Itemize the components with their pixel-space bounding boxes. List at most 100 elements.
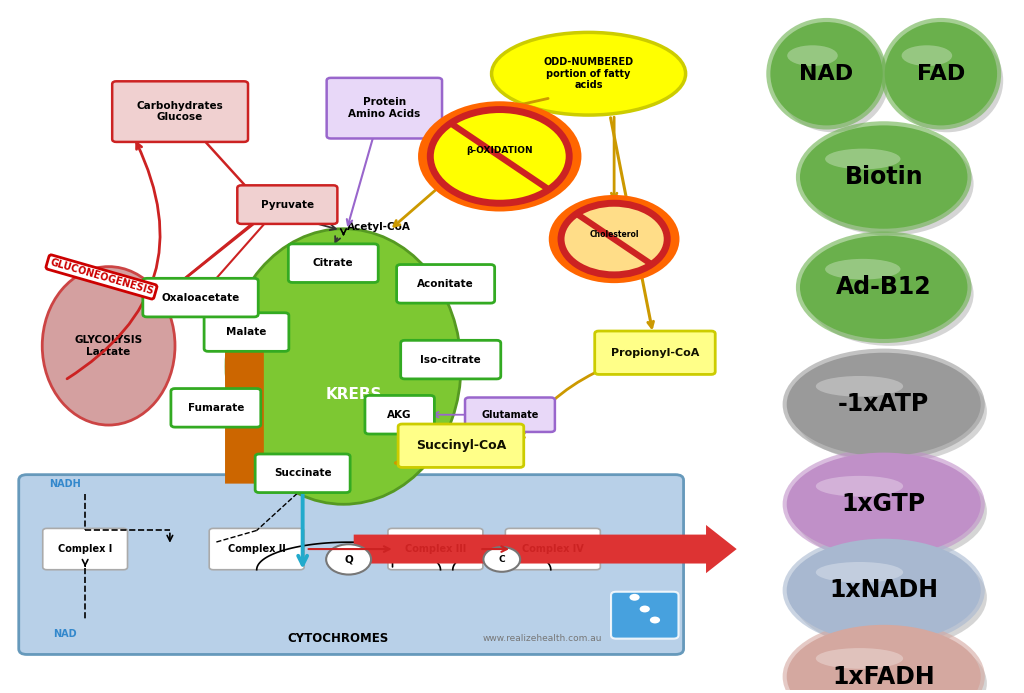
Text: NAD: NAD — [53, 629, 77, 639]
Circle shape — [561, 203, 668, 275]
FancyBboxPatch shape — [113, 81, 248, 142]
FancyBboxPatch shape — [611, 592, 679, 639]
FancyBboxPatch shape — [506, 528, 600, 570]
Ellipse shape — [793, 459, 987, 563]
Text: Oxaloacetate: Oxaloacetate — [162, 292, 240, 303]
Text: Succinyl-CoA: Succinyl-CoA — [416, 439, 506, 453]
Ellipse shape — [885, 22, 997, 125]
Text: Malate: Malate — [226, 327, 266, 337]
Ellipse shape — [800, 236, 968, 339]
Ellipse shape — [806, 132, 974, 236]
Ellipse shape — [816, 476, 903, 496]
Ellipse shape — [793, 632, 987, 693]
Text: Fumarate: Fumarate — [187, 403, 244, 413]
Text: Ad-B12: Ad-B12 — [836, 275, 932, 299]
Ellipse shape — [786, 538, 981, 642]
Text: Pyruvate: Pyruvate — [261, 200, 314, 209]
Ellipse shape — [782, 621, 985, 693]
Text: www.realizehealth.com.au: www.realizehealth.com.au — [483, 634, 602, 643]
FancyArrow shape — [213, 304, 276, 484]
Ellipse shape — [901, 45, 952, 66]
FancyBboxPatch shape — [255, 454, 350, 493]
Ellipse shape — [800, 125, 968, 229]
Ellipse shape — [782, 534, 985, 646]
FancyBboxPatch shape — [398, 424, 523, 467]
Circle shape — [430, 109, 569, 203]
Text: Biotin: Biotin — [845, 165, 923, 189]
Circle shape — [549, 195, 680, 283]
Text: NAD: NAD — [800, 64, 854, 84]
FancyBboxPatch shape — [238, 185, 337, 224]
Ellipse shape — [806, 243, 974, 346]
Text: Cholesterol: Cholesterol — [590, 230, 639, 239]
Text: Propionyl-CoA: Propionyl-CoA — [610, 348, 699, 358]
Ellipse shape — [766, 18, 887, 130]
Text: AKG: AKG — [387, 410, 412, 420]
Text: Citrate: Citrate — [313, 258, 353, 268]
Circle shape — [630, 594, 640, 601]
Ellipse shape — [816, 648, 903, 669]
FancyBboxPatch shape — [289, 244, 378, 283]
Ellipse shape — [825, 259, 900, 279]
Text: NADH: NADH — [49, 479, 81, 489]
Ellipse shape — [782, 349, 985, 460]
FancyBboxPatch shape — [18, 475, 684, 654]
Text: Carbohydrates
Glucose: Carbohydrates Glucose — [137, 100, 223, 123]
Text: Glutamate: Glutamate — [481, 410, 539, 420]
Ellipse shape — [816, 376, 903, 396]
Circle shape — [326, 544, 371, 574]
Ellipse shape — [796, 121, 972, 233]
Text: Iso-citrate: Iso-citrate — [420, 355, 481, 365]
FancyBboxPatch shape — [142, 279, 258, 317]
Text: KREBS: KREBS — [326, 387, 382, 401]
Text: 1xGTP: 1xGTP — [842, 492, 926, 516]
FancyArrow shape — [353, 525, 736, 573]
Ellipse shape — [492, 33, 686, 115]
Text: Q: Q — [344, 554, 353, 564]
Ellipse shape — [793, 360, 987, 463]
Text: ODD-NUMBERED
portion of fatty
acids: ODD-NUMBERED portion of fatty acids — [544, 57, 634, 90]
Ellipse shape — [42, 267, 175, 425]
Text: -1xATP: -1xATP — [838, 392, 930, 416]
Text: CYTOCHROMES: CYTOCHROMES — [288, 632, 389, 645]
Ellipse shape — [786, 625, 981, 693]
Text: Complex III: Complex III — [404, 544, 466, 554]
Text: Aconitate: Aconitate — [417, 279, 474, 289]
Circle shape — [418, 101, 582, 211]
Ellipse shape — [786, 453, 981, 556]
Text: 1xNADH: 1xNADH — [829, 579, 938, 602]
Text: GLUCONEOGENESIS: GLUCONEOGENESIS — [48, 257, 155, 297]
FancyBboxPatch shape — [465, 398, 555, 432]
Text: β-OXIDATION: β-OXIDATION — [467, 146, 534, 155]
FancyBboxPatch shape — [171, 389, 261, 427]
Ellipse shape — [891, 29, 1004, 132]
Text: Complex II: Complex II — [227, 544, 286, 554]
FancyBboxPatch shape — [43, 528, 128, 570]
Ellipse shape — [226, 229, 461, 505]
Text: Acetyl-CoA: Acetyl-CoA — [346, 222, 411, 232]
Circle shape — [650, 617, 660, 624]
Text: 1xFADH: 1xFADH — [833, 665, 935, 689]
FancyBboxPatch shape — [595, 331, 715, 374]
Text: Complex IV: Complex IV — [522, 544, 584, 554]
Ellipse shape — [796, 231, 972, 343]
Text: GLYCOLYSIS
Lactate: GLYCOLYSIS Lactate — [75, 335, 142, 357]
Circle shape — [483, 547, 520, 572]
Text: FAD: FAD — [916, 64, 965, 84]
FancyBboxPatch shape — [396, 265, 495, 303]
Ellipse shape — [793, 545, 987, 649]
Text: Succinate: Succinate — [273, 468, 332, 478]
FancyBboxPatch shape — [327, 78, 442, 139]
FancyBboxPatch shape — [365, 396, 434, 434]
Ellipse shape — [786, 353, 981, 456]
FancyBboxPatch shape — [204, 313, 289, 351]
FancyBboxPatch shape — [209, 528, 304, 570]
Ellipse shape — [816, 562, 903, 583]
FancyBboxPatch shape — [388, 528, 483, 570]
Ellipse shape — [776, 29, 889, 132]
Text: C: C — [499, 555, 505, 564]
Ellipse shape — [825, 148, 900, 169]
FancyBboxPatch shape — [400, 340, 501, 379]
Ellipse shape — [787, 45, 838, 66]
Text: Protein
Amino Acids: Protein Amino Acids — [348, 98, 421, 119]
